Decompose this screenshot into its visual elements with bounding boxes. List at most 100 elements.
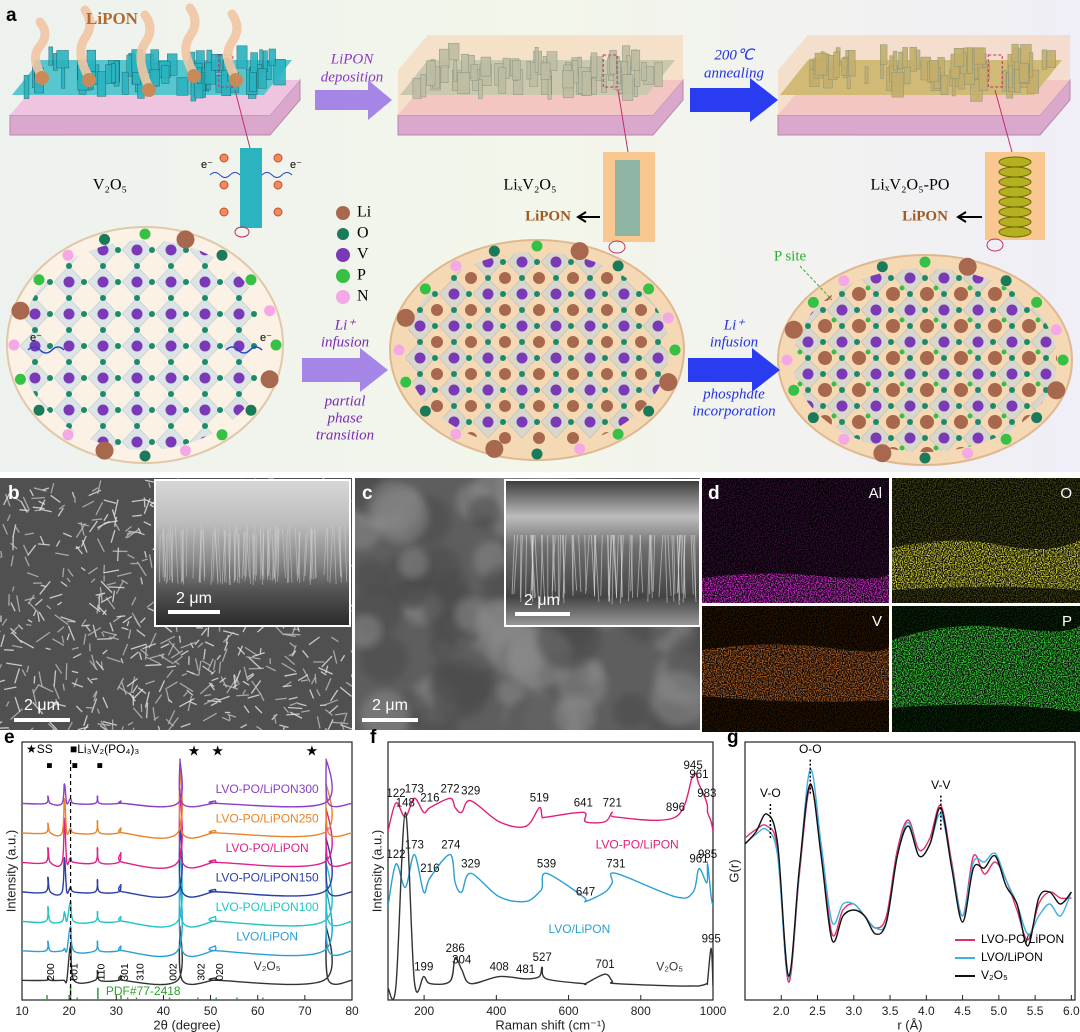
o-atom: [587, 275, 593, 281]
o-atom: [202, 391, 208, 397]
flake: [328, 705, 339, 714]
o-atom: [568, 259, 574, 265]
fiber: [223, 529, 227, 583]
v-atom: [165, 244, 177, 256]
peak-label: 122: [386, 849, 405, 861]
flake: [111, 509, 117, 521]
flake: [200, 627, 208, 636]
o-atom: [907, 387, 913, 393]
boundary-atom: [419, 283, 431, 295]
li-atom: [920, 319, 934, 333]
v-atom: [199, 276, 211, 288]
v-atom: [97, 276, 109, 288]
o-atom: [553, 339, 559, 345]
flake: [345, 681, 352, 687]
peak-label: 961: [689, 854, 708, 866]
film-wall: [864, 66, 869, 85]
v-atom: [131, 308, 143, 320]
p-site-pointer: [799, 265, 833, 301]
series-label: LVO-PO/LiPON300: [216, 782, 319, 796]
o-atom: [500, 419, 506, 425]
film-wall: [161, 65, 170, 84]
flake: [148, 554, 153, 568]
film-wall: [967, 47, 973, 74]
coating: [778, 35, 1070, 115]
flake: [139, 617, 146, 624]
o-atom: [621, 339, 627, 345]
v-atom: [584, 352, 596, 364]
fiber: [253, 534, 256, 576]
li-atom: [533, 400, 545, 412]
flake: [91, 487, 99, 492]
flake: [173, 655, 183, 664]
atom: [273, 207, 283, 217]
boundary-atom: [216, 249, 228, 261]
coating-arrow: [576, 211, 600, 223]
electron-path: [225, 346, 263, 354]
o-atom: [202, 423, 208, 429]
flake: [219, 677, 227, 683]
peak-label: 329: [461, 858, 480, 870]
o-atom: [941, 419, 947, 425]
flake: [145, 656, 161, 665]
flake: [284, 673, 297, 677]
flake: [0, 720, 3, 724]
flake: [275, 697, 287, 701]
o-atom: [621, 371, 627, 377]
fiber: [259, 528, 264, 585]
flake: [55, 540, 61, 547]
flake: [325, 665, 329, 674]
x-tick-label: 6.0: [1063, 1004, 1080, 1018]
peak-label: 519: [530, 793, 549, 805]
o-atom: [1009, 419, 1015, 425]
film-wall: [880, 44, 888, 65]
flake: [27, 572, 39, 578]
o-atom: [47, 407, 53, 413]
arrow: [315, 80, 392, 120]
peak-index: 002: [167, 963, 179, 981]
flake: [136, 561, 147, 577]
li-atom: [465, 400, 477, 412]
li-atom: [533, 272, 545, 284]
film-wall: [590, 52, 598, 78]
plot-frame: [387, 741, 714, 1001]
flake: [114, 499, 119, 516]
flake: [332, 721, 349, 725]
flake: [54, 702, 66, 707]
film-wall: [176, 77, 189, 96]
o-atom: [134, 391, 140, 397]
flake: [60, 581, 68, 587]
fiber: [313, 526, 317, 578]
flake: [1, 618, 8, 626]
film-wall: [833, 51, 840, 78]
v-atom: [1006, 368, 1018, 380]
plume: [181, 3, 200, 79]
boundary-atom: [62, 249, 74, 261]
o-atom: [432, 291, 438, 297]
x-tick-label: 3.0: [845, 1004, 862, 1018]
flake: [308, 636, 320, 646]
flake: [340, 654, 346, 662]
peak-label: 122: [386, 788, 405, 800]
flake: [71, 646, 79, 651]
v-atom: [550, 320, 562, 332]
fiber: [652, 534, 656, 592]
o-atom: [149, 375, 155, 381]
flake: [144, 551, 147, 558]
film-wall: [420, 74, 427, 98]
li-atom: [886, 415, 900, 429]
film-wall: [453, 60, 458, 82]
flake: [66, 577, 71, 583]
grain: [355, 559, 387, 594]
legend-label: V₂O₅: [981, 968, 1008, 982]
o-atom: [1009, 387, 1015, 393]
flake: [194, 639, 200, 646]
peak-label: 721: [603, 797, 622, 809]
flake: [39, 580, 51, 595]
boundary-atom: [784, 320, 803, 339]
flake: [66, 633, 70, 641]
film-wall: [96, 71, 107, 97]
fiber: [680, 534, 683, 593]
coating-arrow: [956, 211, 982, 223]
peak-label: 216: [420, 793, 439, 805]
